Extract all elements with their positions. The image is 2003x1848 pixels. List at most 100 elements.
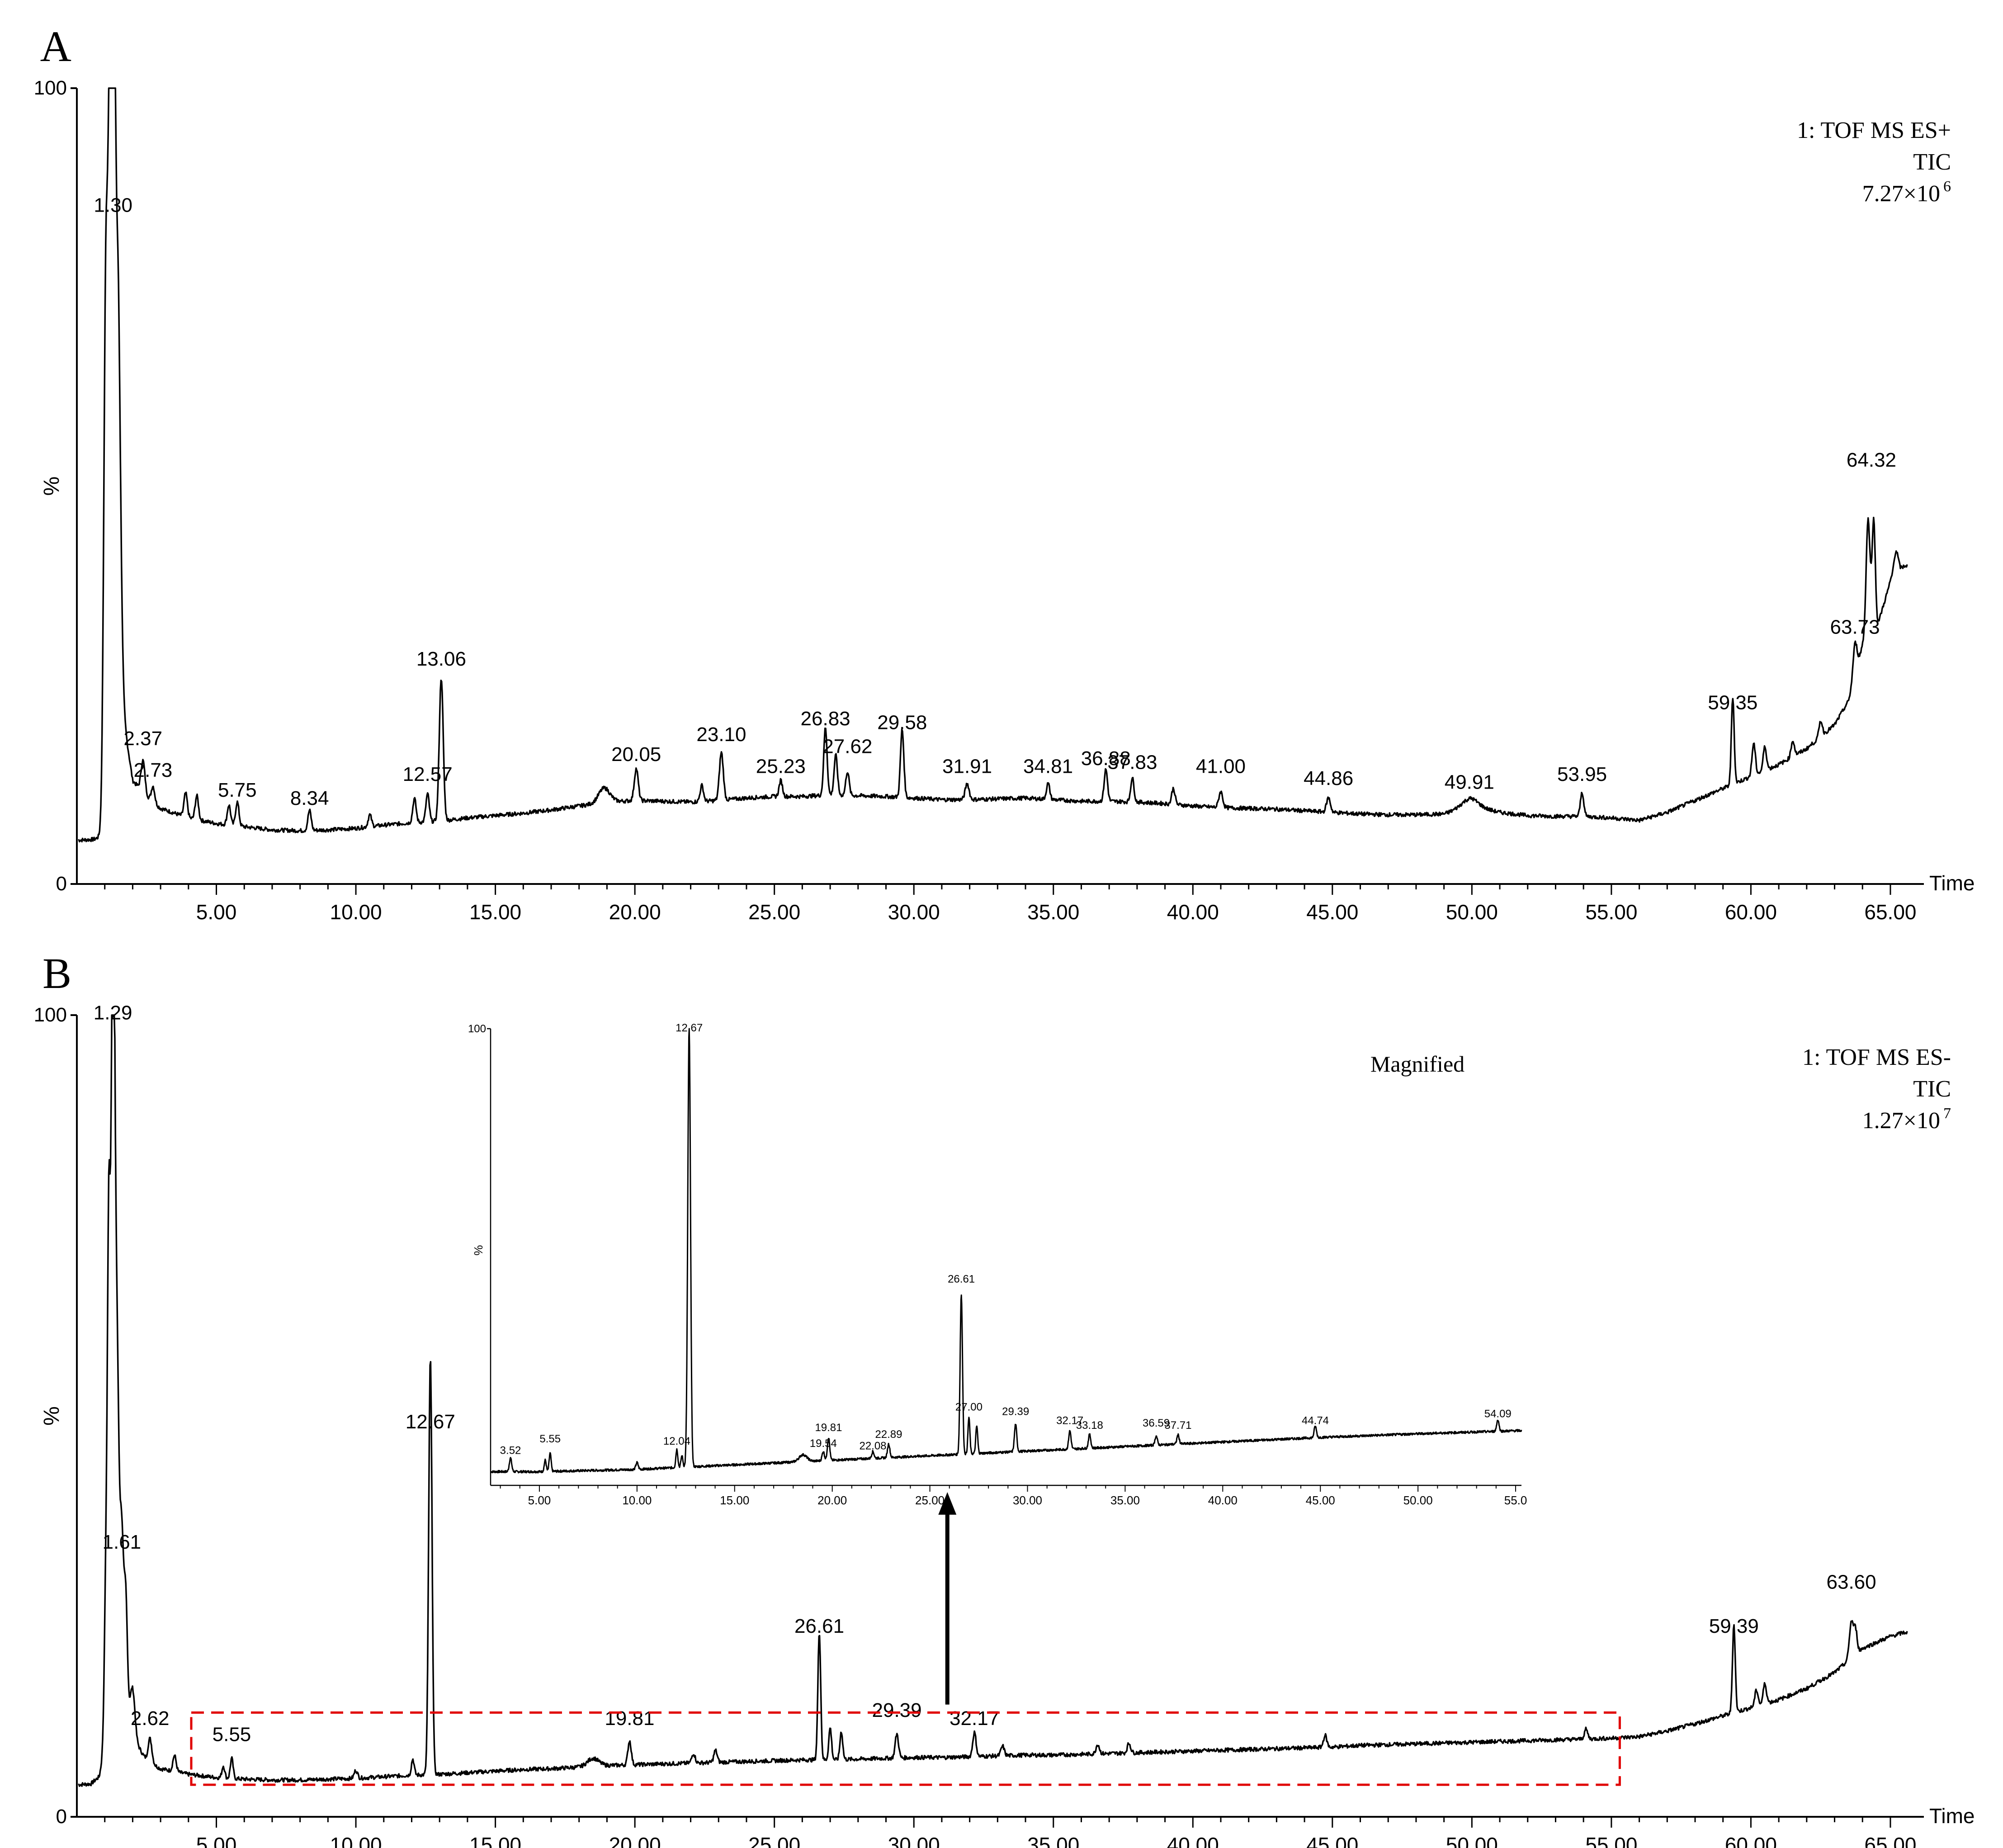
- inset-x-tick-label: 20.00: [817, 1494, 847, 1507]
- x-axis-label: Time: [1929, 1804, 1975, 1828]
- inset-x-tick-label: 55.0: [1504, 1494, 1527, 1507]
- scan-mode-label: 1: TOF MS ES-: [1802, 1045, 1951, 1070]
- peak-label: 32.17: [950, 1707, 999, 1730]
- magnified-region-box: [190, 1711, 1621, 1786]
- inset-x-tick-label: 35.00: [1110, 1494, 1140, 1507]
- peak-label: 49.91: [1445, 771, 1494, 794]
- x-tick-label: 55.00: [1585, 900, 1637, 924]
- peak-label: 36.88: [1081, 747, 1131, 770]
- peak-label: 25.23: [756, 755, 806, 777]
- peak-label: 1.29: [94, 1002, 132, 1024]
- inset-peak-label: 3.52: [500, 1444, 521, 1456]
- intensity-exponent: 7: [1943, 1105, 1951, 1122]
- inset-peak-label: 22.89: [875, 1428, 902, 1441]
- x-tick-label: 65.00: [1864, 1833, 1916, 1848]
- peak-label: 53.95: [1557, 763, 1607, 785]
- x-tick-label: 60.00: [1725, 1833, 1777, 1848]
- intensity-value: 7.27×10: [1862, 181, 1940, 207]
- peak-label: 23.10: [696, 723, 746, 746]
- peak-label: 20.05: [611, 743, 661, 766]
- tic-label: TIC: [1913, 1076, 1951, 1102]
- inset-peak-label: 27.00: [955, 1401, 983, 1413]
- x-tick-label: 40.00: [1167, 900, 1219, 924]
- y-tick-label: 100: [34, 77, 67, 99]
- peak-label: 59.39: [1709, 1615, 1759, 1637]
- chart-panel-a: A 0 100% 5.00 10.00 15.00 20.00 25.00 30.00 35.00…: [34, 22, 1975, 924]
- x-tick-label: 65.00: [1864, 900, 1916, 924]
- peak-label: 63.73: [1830, 616, 1880, 638]
- inset-peak-label: 33.18: [1076, 1419, 1103, 1432]
- peak-label: 2.37: [123, 728, 162, 750]
- peak-label: 1.61: [103, 1531, 142, 1553]
- peak-label: 5.75: [218, 779, 257, 801]
- scan-mode-label: 1: TOF MS ES+: [1797, 118, 1951, 143]
- x-tick-label: 10.00: [330, 900, 382, 924]
- inset-x-tick-label: 25.00: [915, 1494, 945, 1507]
- panel-label: A: [40, 22, 71, 71]
- inset-peak-label: 32.17: [1056, 1415, 1083, 1427]
- inset-peak-label: 12.67: [676, 1022, 703, 1034]
- peak-label: 12.67: [406, 1411, 455, 1433]
- inset-peak-label: 54.09: [1484, 1408, 1512, 1420]
- peak-label: 34.81: [1023, 755, 1073, 777]
- peak-label: 64.32: [1847, 449, 1896, 471]
- y-tick-label: 0: [56, 1805, 67, 1828]
- inset-x-tick-label: 30.00: [1013, 1494, 1042, 1507]
- inset-peak-label: 12.04: [663, 1435, 690, 1447]
- inset-x-tick-label: 45.00: [1306, 1494, 1335, 1507]
- x-tick-label: 20.00: [609, 900, 661, 924]
- intensity-value: 1.27×10: [1862, 1108, 1940, 1134]
- inset-peak-label: 36.59: [1143, 1417, 1170, 1429]
- y-tick-label: 0: [56, 873, 67, 895]
- x-tick-label: 50.00: [1446, 900, 1498, 924]
- peak-label: 26.83: [801, 708, 850, 730]
- peak-label: 29.58: [877, 712, 927, 734]
- inset-title: Magnified: [1370, 1051, 1464, 1077]
- peak-label: 5.55: [213, 1723, 251, 1745]
- tic-trace: [78, 1014, 1908, 1787]
- inset-peak-label: 19.81: [815, 1422, 842, 1434]
- x-tick-label: 15.00: [469, 1833, 521, 1848]
- x-tick-label: 35.00: [1027, 900, 1079, 924]
- inset-peak-label: 22.08: [859, 1440, 886, 1452]
- panel-label: B: [43, 949, 71, 997]
- x-tick-label: 35.00: [1027, 1833, 1079, 1848]
- x-tick-label: 25.00: [748, 1833, 800, 1848]
- x-tick-label: 10.00: [330, 1833, 382, 1848]
- peak-label: 8.34: [290, 787, 329, 809]
- inset-peak-label: 5.55: [539, 1433, 561, 1445]
- x-axis-label: Time: [1929, 871, 1975, 895]
- x-tick-label: 50.00: [1446, 1833, 1498, 1848]
- peak-label: 44.86: [1304, 767, 1353, 789]
- x-tick-label: 40.00: [1167, 1833, 1219, 1848]
- y-axis-label: %: [40, 477, 64, 496]
- x-tick-label: 30.00: [888, 1833, 940, 1848]
- chart-root: A 0 100% 5.00 10.00 15.00 20.00 25.00 30.00 35.00…: [34, 22, 1975, 1848]
- peak-label: 63.60: [1827, 1571, 1876, 1593]
- inset-y-axis-label: %: [472, 1245, 485, 1255]
- x-tick-label: 30.00: [888, 900, 940, 924]
- inset-peak-label: 26.61: [948, 1273, 975, 1286]
- x-tick-label: 25.00: [748, 900, 800, 924]
- peak-label: 26.61: [794, 1615, 844, 1637]
- peak-label: 12.57: [403, 763, 453, 785]
- peak-label: 19.81: [605, 1707, 654, 1730]
- x-tick-label: 20.00: [609, 1833, 661, 1848]
- inset-peak-label: 19.54: [810, 1437, 837, 1450]
- peak-label: 1.30: [94, 194, 132, 217]
- inset-x-tick-label: 50.00: [1403, 1494, 1433, 1507]
- inset-trace: [490, 1028, 1522, 1474]
- y-axis-label: %: [40, 1406, 64, 1426]
- inset-peak-label: 37.71: [1164, 1419, 1191, 1432]
- peak-label: 13.06: [416, 648, 466, 670]
- inset-x-tick-label: 40.00: [1208, 1494, 1238, 1507]
- inset-peak-label: 44.74: [1302, 1415, 1329, 1427]
- peak-label: 29.39: [872, 1699, 922, 1721]
- peak-label: 37.83: [1107, 751, 1157, 774]
- peak-label: 41.00: [1196, 755, 1246, 777]
- x-tick-label: 45.00: [1306, 900, 1358, 924]
- inset-y-tick-label: 100: [468, 1023, 486, 1035]
- chart-panel-b: B 0 100% 5.00 10.00 15.00 20.00 25.00 30.00 35.00…: [34, 949, 1975, 1848]
